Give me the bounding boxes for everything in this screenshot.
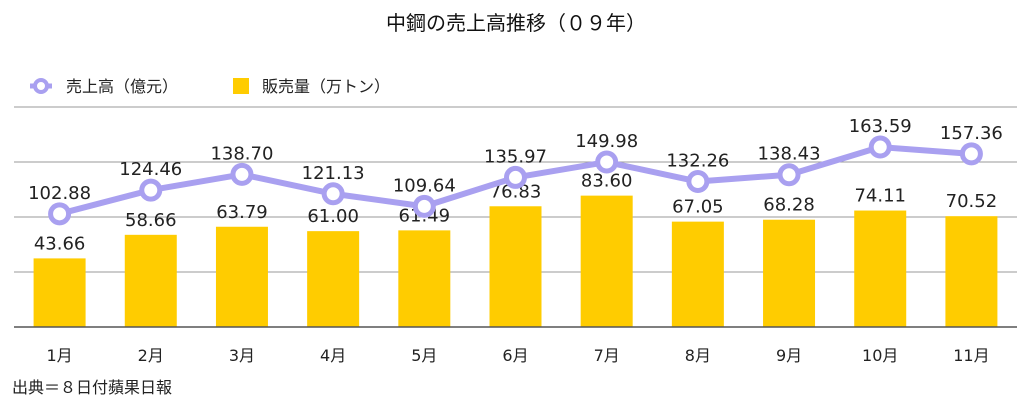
x-tick-label: 5月 — [411, 346, 437, 365]
bar-data-label: 68.28 — [763, 195, 815, 216]
line-point — [959, 142, 983, 166]
line-data-label: 109.64 — [393, 175, 456, 196]
line-point — [412, 194, 436, 218]
bar — [489, 206, 542, 327]
x-tick-label: 4月 — [320, 346, 346, 365]
x-tick-label: 9月 — [776, 346, 802, 365]
line-data-label: 135.97 — [484, 146, 547, 167]
bar-data-label: 61.00 — [307, 206, 359, 227]
source-note: 出典＝８日付蘋果日報 — [12, 378, 173, 397]
bar-data-label: 58.66 — [125, 210, 177, 231]
bar-data-label: 67.05 — [672, 197, 724, 218]
bar — [124, 234, 177, 327]
x-tick-label: 10月 — [862, 346, 898, 365]
x-axis-ticks: 1月 2月 3月 4月 5月 6月 7月 8月 9月 10月 11月 — [46, 346, 989, 365]
line-data-label: 138.70 — [210, 143, 273, 164]
bar-data-labels: 43.6658.6663.7961.0061.4976.8383.6067.05… — [34, 171, 997, 255]
line-data-label: 121.13 — [302, 163, 365, 184]
line-data-label: 149.98 — [575, 131, 638, 152]
bar-data-label: 63.79 — [216, 202, 268, 223]
line-point — [595, 150, 619, 174]
bar-data-label: 70.52 — [946, 191, 998, 212]
bar — [398, 230, 451, 327]
x-tick-label: 8月 — [685, 346, 711, 365]
legend-bar-swatch — [233, 78, 249, 94]
legend-label-volume: 販売量（万トン） — [262, 77, 390, 96]
bar-data-label: 43.66 — [34, 233, 86, 254]
x-tick-label: 7月 — [594, 346, 620, 365]
line-data-label: 102.88 — [28, 183, 91, 204]
x-tick-label: 6月 — [502, 346, 528, 365]
line-point — [868, 135, 892, 159]
line-point — [777, 163, 801, 187]
line-point — [230, 162, 254, 186]
bar — [215, 226, 268, 327]
x-tick-label: 1月 — [46, 346, 72, 365]
line-data-label: 132.26 — [666, 151, 729, 172]
line-data-label: 124.46 — [119, 159, 182, 180]
legend: 売上高（億元） 販売量（万トン） — [30, 77, 390, 96]
line-point — [139, 178, 163, 202]
bar — [945, 216, 998, 327]
line-data-label: 163.59 — [849, 116, 912, 137]
bar — [580, 195, 633, 327]
line-series — [48, 135, 983, 226]
legend-line-marker — [33, 78, 49, 94]
bar — [307, 231, 360, 327]
line-point — [504, 165, 527, 189]
bar-data-label: 83.60 — [581, 171, 633, 192]
x-tick-label: 11月 — [953, 346, 989, 365]
line-data-labels: 102.88 124.46 138.70 121.13 109.64 135.97 149.… — [28, 116, 1003, 204]
legend-label-sales: 売上高（億元） — [66, 77, 178, 96]
bar-series — [33, 195, 998, 327]
x-tick-label: 2月 — [138, 346, 164, 365]
line-data-label: 138.43 — [758, 144, 821, 165]
bar-data-label: 74.11 — [854, 186, 906, 207]
bar — [763, 219, 816, 327]
bar — [33, 258, 86, 327]
bar — [671, 221, 724, 327]
bar — [854, 210, 907, 327]
line-point — [686, 170, 710, 194]
bar-data-label: 76.83 — [490, 181, 542, 202]
line-data-label: 157.36 — [940, 123, 1003, 144]
line-point — [48, 202, 72, 226]
chart-title: 中鋼の売上高推移（０９年） — [386, 11, 646, 35]
line-point — [321, 182, 345, 206]
x-tick-label: 3月 — [229, 346, 255, 365]
